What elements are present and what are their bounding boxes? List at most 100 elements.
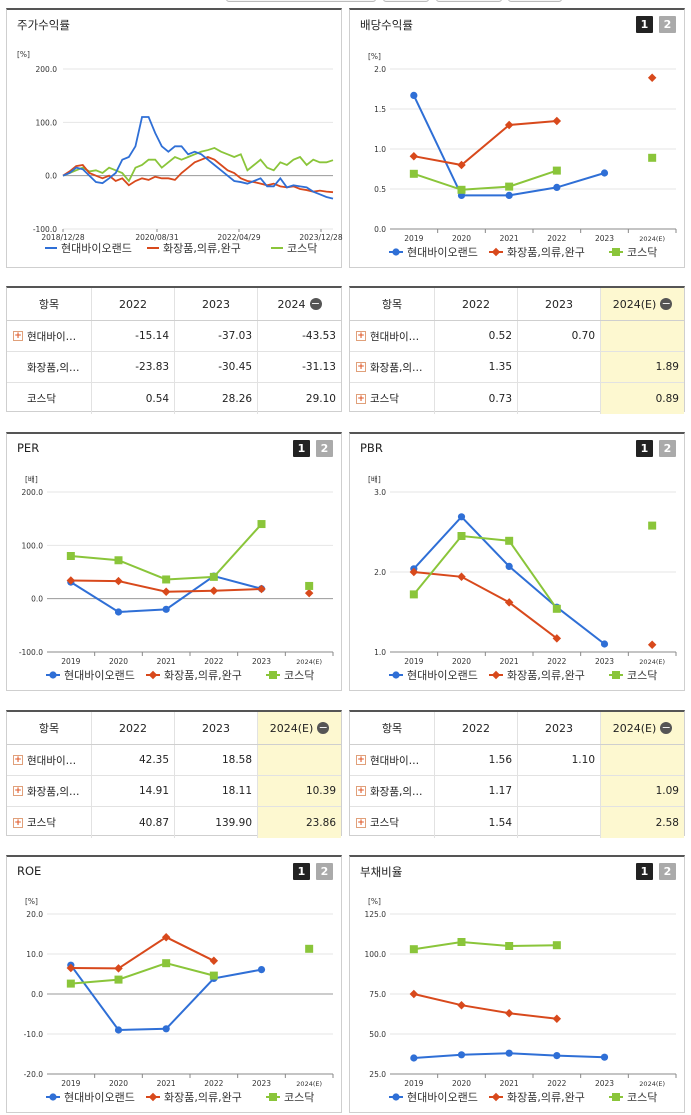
legend-label: 화장품,의류,완구 [164,1091,242,1104]
row-label-cell[interactable]: + 현대바이… [350,321,436,351]
series-3 [409,938,561,954]
x-tick-label: 2022/04/29 [217,233,260,242]
expand-row-icon[interactable]: + [356,817,366,828]
expand-row-icon[interactable]: + [356,755,366,765]
row-label-cell[interactable]: + 코스닥 [7,807,93,838]
roe-chart: [%] 20.0 10.0 0.0 -10.0 -20.0 2019 2020 2021 2022… [24,897,334,1104]
top-toolbar-button[interactable] [226,0,376,2]
table-cell: 18.58 [175,745,259,775]
legend-label: 코스닥 [284,1091,314,1104]
stock-return-table: 항목 2022 2023 2024− + 현대바이… -15.14 -37.03 -43.53 화… [6,286,342,414]
row-label-cell[interactable]: + 코스닥 [350,383,436,414]
y-tick-label: 1.0 [374,648,386,657]
series-2 [409,73,657,170]
data-point [305,944,314,953]
data-point [491,1092,501,1102]
series-line [62,156,334,194]
top-toolbar-button[interactable] [383,0,429,2]
row-label-cell[interactable]: + 현대바이… [7,321,93,351]
expand-row-icon[interactable]: + [356,362,366,372]
column-header: 2024(E) − [601,288,685,320]
period-toggle: 1 2 [293,440,333,457]
row-label-cell[interactable]: + 현대바이… [350,745,436,775]
table-cell: 0.52 [435,321,519,351]
table-cell: 42.35 [92,745,176,775]
column-header-label: 2022 [461,721,490,735]
data-point [114,964,123,973]
y-tick-label: 0.0 [45,172,57,181]
x-tick-label: 2021 [500,1079,519,1088]
data-point [410,91,418,99]
legend-item: 화장품,의류,완구 [489,669,585,682]
expand-row-icon[interactable]: + [356,786,366,796]
data-point [209,971,218,980]
toggle-2-button[interactable]: 2 [316,440,333,457]
collapse-column-button[interactable]: − [660,721,673,734]
data-point [504,120,514,130]
legend-item: 코스닥 [609,669,657,682]
data-point [209,572,218,581]
series-1 [67,961,266,1034]
top-toolbar-button[interactable] [436,0,502,2]
x-tick-label: 2021 [157,1079,176,1088]
column-header: 2022 [92,288,175,320]
toggle-1-button[interactable]: 1 [293,440,310,457]
toggle-2-button[interactable]: 2 [316,863,333,880]
expand-row-icon[interactable]: + [13,331,23,341]
toggle-2-button[interactable]: 2 [659,863,676,880]
expand-row-icon[interactable]: + [13,817,23,828]
series-1 [410,1049,609,1062]
table-cell: -37.03 [175,321,259,351]
legend-item: 코스닥 [266,1091,314,1104]
x-tick-label: 2019 [61,1079,80,1088]
stock-return-panel: 주가수익률 [%] 200.0 100.0 0.0 -100.0 2018/12/28 20… [6,8,343,268]
legend-item: 코스닥 [271,242,317,255]
toggle-2-button[interactable]: 2 [659,16,676,33]
x-tick-label: 2020 [452,657,471,666]
series-1 [410,513,609,648]
pbr-panel: PBR 1 2 [배] 3.0 2.0 1.0 2019 2020 2021 2022 2023… [349,432,685,691]
toggle-2-button[interactable]: 2 [659,440,676,457]
y-tick-label: 125.0 [365,910,387,919]
table-cell: 0.89 [601,383,684,414]
row-label-cell[interactable]: + 화장품,의… [350,776,436,806]
expand-row-icon[interactable]: + [13,755,23,765]
table-cell: 23.86 [258,807,341,838]
toggle-1-button[interactable]: 1 [293,863,310,880]
row-label-cell[interactable]: + 화장품,의… [7,776,93,806]
expand-row-icon[interactable]: + [356,331,366,341]
toggle-1-button[interactable]: 1 [636,440,653,457]
data-point [409,590,418,599]
toggle-1-button[interactable]: 1 [636,863,653,880]
table-cell [518,776,602,806]
data-point [552,941,561,950]
row-label-cell[interactable]: + 코스닥 [350,807,436,838]
expand-row-icon[interactable]: + [356,393,366,404]
collapse-column-button[interactable]: − [309,297,322,310]
expand-row-icon[interactable]: + [13,786,23,796]
collapse-column-button[interactable]: − [660,297,673,310]
table-cell: -30.45 [175,352,259,382]
column-header-label: 2024 [277,297,306,311]
table-cell [518,807,602,838]
table-row: + 현대바이… 1.56 1.10 [350,745,684,776]
data-point [505,942,514,950]
top-toolbar-button[interactable] [508,0,562,2]
data-point [647,640,657,650]
collapse-column-button[interactable]: − [317,721,330,734]
row-label-cell[interactable]: + 화장품,의… [350,352,436,382]
data-point [409,989,419,999]
per-table: 항목 2022 2023 2024(E) − + 현대바이… 42.35 18.58 + 화장품,의… [6,710,342,838]
row-label-cell[interactable]: + 현대바이… [7,745,93,775]
data-point [409,945,418,954]
series-3 [409,521,657,613]
row-label-cell: 화장품,의… [7,352,93,382]
legend-label: 화장품,의류,완구 [163,242,241,255]
y-tick-label: -10.0 [24,1030,44,1039]
toggle-1-button[interactable]: 1 [636,16,653,33]
data-point [491,670,501,680]
legend-item: 화장품,의류,완구 [146,669,242,682]
column-header: 2023 [518,288,602,320]
legend-item: 코스닥 [609,1091,657,1104]
table-cell: 1.35 [435,352,519,382]
